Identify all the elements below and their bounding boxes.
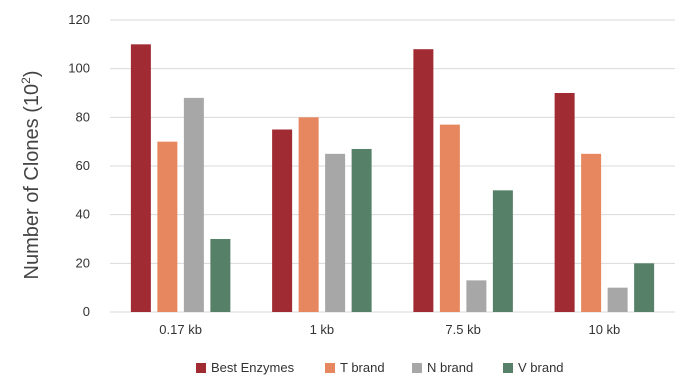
legend-swatch xyxy=(325,363,335,373)
y-tick-label: 120 xyxy=(68,12,90,27)
y-tick-label: 0 xyxy=(83,304,90,319)
bar-best-enzymes-7-5-kb xyxy=(413,49,434,312)
y-tick-label: 60 xyxy=(76,158,90,173)
bar-n-brand-0-17-kb xyxy=(183,97,204,312)
bar-n-brand-7-5-kb xyxy=(466,280,487,312)
y-axis-title: Number of Clones (102) xyxy=(19,70,43,279)
bar-t-brand-7-5-kb xyxy=(439,124,460,312)
y-axis-title-exponent: 2 xyxy=(19,77,33,84)
legend-label: N brand xyxy=(427,360,473,375)
legend-swatch xyxy=(196,363,206,373)
legend-swatch xyxy=(412,363,422,373)
y-tick-label: 20 xyxy=(76,255,90,270)
bar-n-brand-1-kb xyxy=(325,153,346,312)
legend-swatch xyxy=(503,363,513,373)
bar-t-brand-10-kb xyxy=(581,153,602,312)
bar-v-brand-7-5-kb xyxy=(492,190,513,312)
x-category-label: 7.5 kb xyxy=(445,322,480,337)
x-category-label: 10 kb xyxy=(588,322,620,337)
gridlines xyxy=(110,19,675,313)
bars xyxy=(130,44,655,312)
y-tick-label: 100 xyxy=(68,61,90,76)
y-tick-label: 40 xyxy=(76,207,90,222)
y-axis-ticks: 0 20 40 60 80 100 120 xyxy=(68,12,90,319)
x-category-label: 1 kb xyxy=(310,322,335,337)
bar-t-brand-1-kb xyxy=(298,117,319,312)
bar-v-brand-1-kb xyxy=(351,148,372,312)
y-axis-title-base: Number of Clones (10 xyxy=(21,84,43,280)
x-axis-categories: 0.17 kb 1 kb 7.5 kb 10 kb xyxy=(159,322,620,337)
legend-label: Best Enzymes xyxy=(211,360,295,375)
bar-best-enzymes-1-kb xyxy=(272,129,293,312)
bar-v-brand-0-17-kb xyxy=(210,239,231,312)
bar-t-brand-0-17-kb xyxy=(157,141,178,312)
x-category-label: 0.17 kb xyxy=(159,322,202,337)
legend-label: V brand xyxy=(518,360,564,375)
legend-label: T brand xyxy=(340,360,385,375)
legend: Best Enzymes T brand N brand V brand xyxy=(196,360,564,375)
y-axis-title-close: ) xyxy=(21,70,43,77)
y-tick-label: 80 xyxy=(76,109,90,124)
bar-best-enzymes-10-kb xyxy=(554,93,575,312)
bar-v-brand-10-kb xyxy=(634,263,655,312)
bar-best-enzymes-0-17-kb xyxy=(130,44,151,312)
bar-n-brand-10-kb xyxy=(607,287,628,312)
